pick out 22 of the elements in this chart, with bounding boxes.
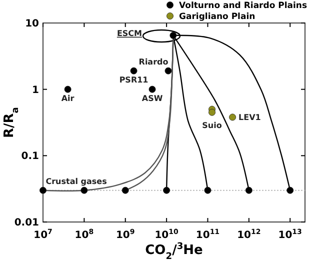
x-tick-label: 10$^{11}$ <box>196 228 220 241</box>
y-tick-label: 10 <box>25 18 40 30</box>
x-tick-label: 10$^{13}$ <box>278 228 302 241</box>
x-tick-label: 10$^{10}$ <box>154 228 179 241</box>
y-tick-label: 0.1 <box>21 151 40 162</box>
x-tick-label: 10$^{8}$ <box>74 228 94 241</box>
y-tick-label: 0.01 <box>14 218 40 228</box>
legend-label: Volturno and Riardo Plains <box>179 0 308 11</box>
y-tick-label: 1 <box>32 84 40 96</box>
annotation: PSR11 <box>119 76 149 85</box>
x-tick-label: 10$^{12}$ <box>237 228 261 241</box>
annotation: Suio <box>202 121 222 130</box>
annotation: ESCM <box>116 28 142 38</box>
x-axis-title: CO$_{2}$/$^{3}$He <box>145 242 204 260</box>
x-tick-label: 10$^{9}$ <box>116 228 135 241</box>
legend-label: Garigliano Plain <box>179 12 256 22</box>
annotation: Crustal gases <box>46 177 108 186</box>
annotation: LEV1 <box>238 113 262 122</box>
x-tick-label: 10$^{7}$ <box>34 228 53 241</box>
annotation: Riardo <box>138 58 169 67</box>
annotation: ASW <box>142 94 163 104</box>
annotation: Air <box>61 94 74 104</box>
